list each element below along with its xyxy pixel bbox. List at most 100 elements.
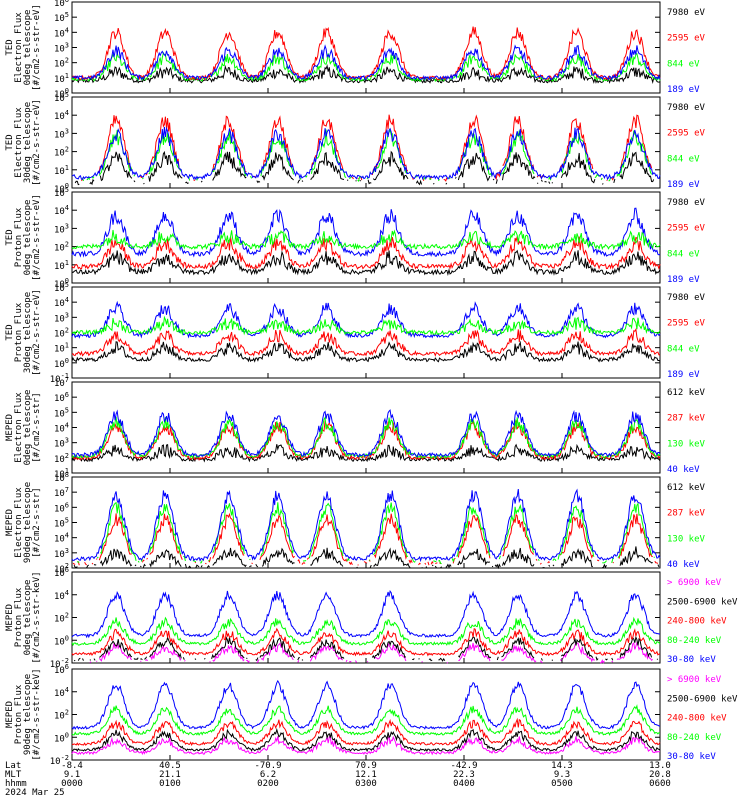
x-tick-label: 40.5 — [159, 761, 181, 771]
legend-entry: > 6900 keV — [667, 675, 722, 685]
y-tick-label: 106 — [54, 0, 69, 9]
y-tick-label: 104 — [54, 532, 69, 545]
y-tick-label: 101 — [54, 259, 69, 272]
y-tick-label: 100 — [54, 731, 69, 744]
y-tick-label: 105 — [54, 281, 69, 294]
y-tick-label: 101 — [54, 342, 69, 355]
panel-4: 10-1 100 101 102 103 104 105 TED Proton Flux 30de… — [5, 281, 706, 385]
series-trace — [71, 734, 661, 756]
y-tick-label: 102 — [54, 327, 69, 340]
panel-3: 100 101 102 103 104 105 TED Proton Flux 0deg tel… — [5, 186, 706, 290]
x-tick-label: 0300 — [355, 779, 377, 789]
y-axis-label: [#/cm2-s-str-keV] — [32, 571, 42, 663]
y-axis-label: [#/cm2-s-str-keV] — [32, 668, 42, 760]
legend-entry: 2595 eV — [667, 319, 706, 329]
y-tick-label: 106 — [54, 566, 69, 579]
legend-entry: 844 eV — [667, 59, 700, 69]
y-tick-label: 105 — [54, 11, 69, 24]
y-tick-label: 108 — [54, 471, 69, 484]
panel-2: 100 101 102 103 104 105 TED Electron Flux 30deg … — [5, 91, 706, 195]
y-tick-label: 103 — [54, 42, 69, 55]
series-trace — [73, 546, 660, 570]
legend-entry: 7980 eV — [667, 198, 706, 208]
x-tick-label: 6.2 — [260, 770, 276, 780]
x-tick-label: 70.9 — [355, 761, 377, 771]
y-axis-label: Proton Flux — [14, 587, 24, 647]
series-trace — [71, 727, 661, 753]
x-tick-label: 20.8 — [649, 770, 671, 780]
legend-entry: 189 eV — [667, 85, 700, 95]
date-label: 2024 Mar 25 — [5, 788, 65, 798]
series-trace — [71, 126, 661, 181]
y-axis-label: Electron Flux — [14, 107, 24, 178]
y-tick-label: 104 — [54, 204, 69, 217]
panel-frame — [71, 571, 661, 664]
x-tick-label: 0500 — [551, 779, 573, 789]
legend-entry: 844 eV — [667, 249, 700, 259]
y-axis-label: MEPED — [5, 604, 15, 631]
y-tick-label: 103 — [54, 311, 69, 324]
x-tick-label: 22.3 — [453, 770, 475, 780]
y-tick-label: 100 — [54, 277, 69, 290]
y-tick-label: 100 — [54, 634, 69, 647]
y-tick-label: 100 — [54, 357, 69, 370]
x-tick-label: 0000 — [61, 779, 83, 789]
y-tick-label: 105 — [54, 517, 69, 530]
x-row-label: MLT — [5, 770, 22, 780]
series-trace — [71, 236, 661, 271]
y-tick-label: 101 — [54, 467, 69, 480]
y-axis-label: [#/cm2-s-str] — [32, 487, 42, 557]
series-trace — [71, 327, 661, 357]
x-tick-label: 0600 — [649, 779, 671, 789]
y-tick-label: 106 — [54, 501, 69, 514]
y-axis-label: MEPED — [5, 509, 15, 536]
y-axis-label: Proton Flux — [14, 684, 24, 744]
y-tick-label: 103 — [54, 127, 69, 140]
series-trace — [71, 207, 661, 258]
x-tick-label: 0400 — [453, 779, 475, 789]
y-tick-label: 106 — [54, 663, 69, 676]
legend-entry: 240-800 keV — [667, 617, 727, 627]
legend-entry: 80-240 keV — [667, 636, 722, 646]
legend-entry: 287 keV — [667, 414, 706, 424]
y-tick-label: 102 — [54, 709, 69, 722]
series-trace — [90, 642, 660, 663]
y-axis-label: Electron Flux — [14, 487, 24, 558]
series-trace — [71, 616, 661, 647]
x-axis-labels: Lat -8.4 40.5 -70.9 70.9 -42.9 14.3 13.0 MLT 9.1 2… — [5, 761, 671, 798]
y-tick-label: 10-2 — [50, 657, 69, 670]
y-axis-label: [#/cm2-s-str-eV] — [32, 289, 42, 376]
y-axis-label: MEPED — [5, 414, 15, 441]
legend-entry: 130 keV — [667, 439, 706, 449]
series-trace — [71, 64, 661, 85]
legend-entry: 30-80 keV — [667, 655, 716, 665]
y-tick-label: 102 — [54, 612, 69, 625]
x-tick-label: 14.3 — [551, 761, 573, 771]
series-trace — [71, 229, 661, 251]
y-tick-label: 104 — [54, 589, 69, 602]
legend-entry: 240-800 keV — [667, 714, 727, 724]
legend-entry: 30-80 keV — [667, 752, 716, 762]
series-trace — [71, 409, 661, 458]
x-tick-label: -42.9 — [450, 761, 477, 771]
y-axis-label: Proton Flux — [14, 302, 24, 362]
y-axis-label: [#/cm2-s-str-eV] — [32, 194, 42, 281]
series-trace — [71, 300, 661, 339]
y-axis-label: 0deg telescope — [23, 200, 33, 276]
series-trace — [71, 315, 661, 336]
y-tick-label: 105 — [54, 91, 69, 104]
y-axis-label: 30deg telescope — [23, 102, 33, 183]
y-tick-label: 103 — [54, 437, 69, 450]
series-trace — [71, 679, 661, 730]
legend-entry: 7980 eV — [667, 103, 706, 113]
y-tick-label: 103 — [54, 222, 69, 235]
legend-entry: 844 eV — [667, 154, 700, 164]
legend-entry: 189 eV — [667, 370, 700, 380]
x-row-label: hhmm — [5, 779, 27, 789]
y-axis-label: TED — [5, 229, 15, 245]
y-tick-label: 107 — [54, 486, 69, 499]
y-tick-label: 102 — [54, 241, 69, 254]
x-tick-label: -8.4 — [61, 761, 83, 771]
y-tick-label: 101 — [54, 164, 69, 177]
